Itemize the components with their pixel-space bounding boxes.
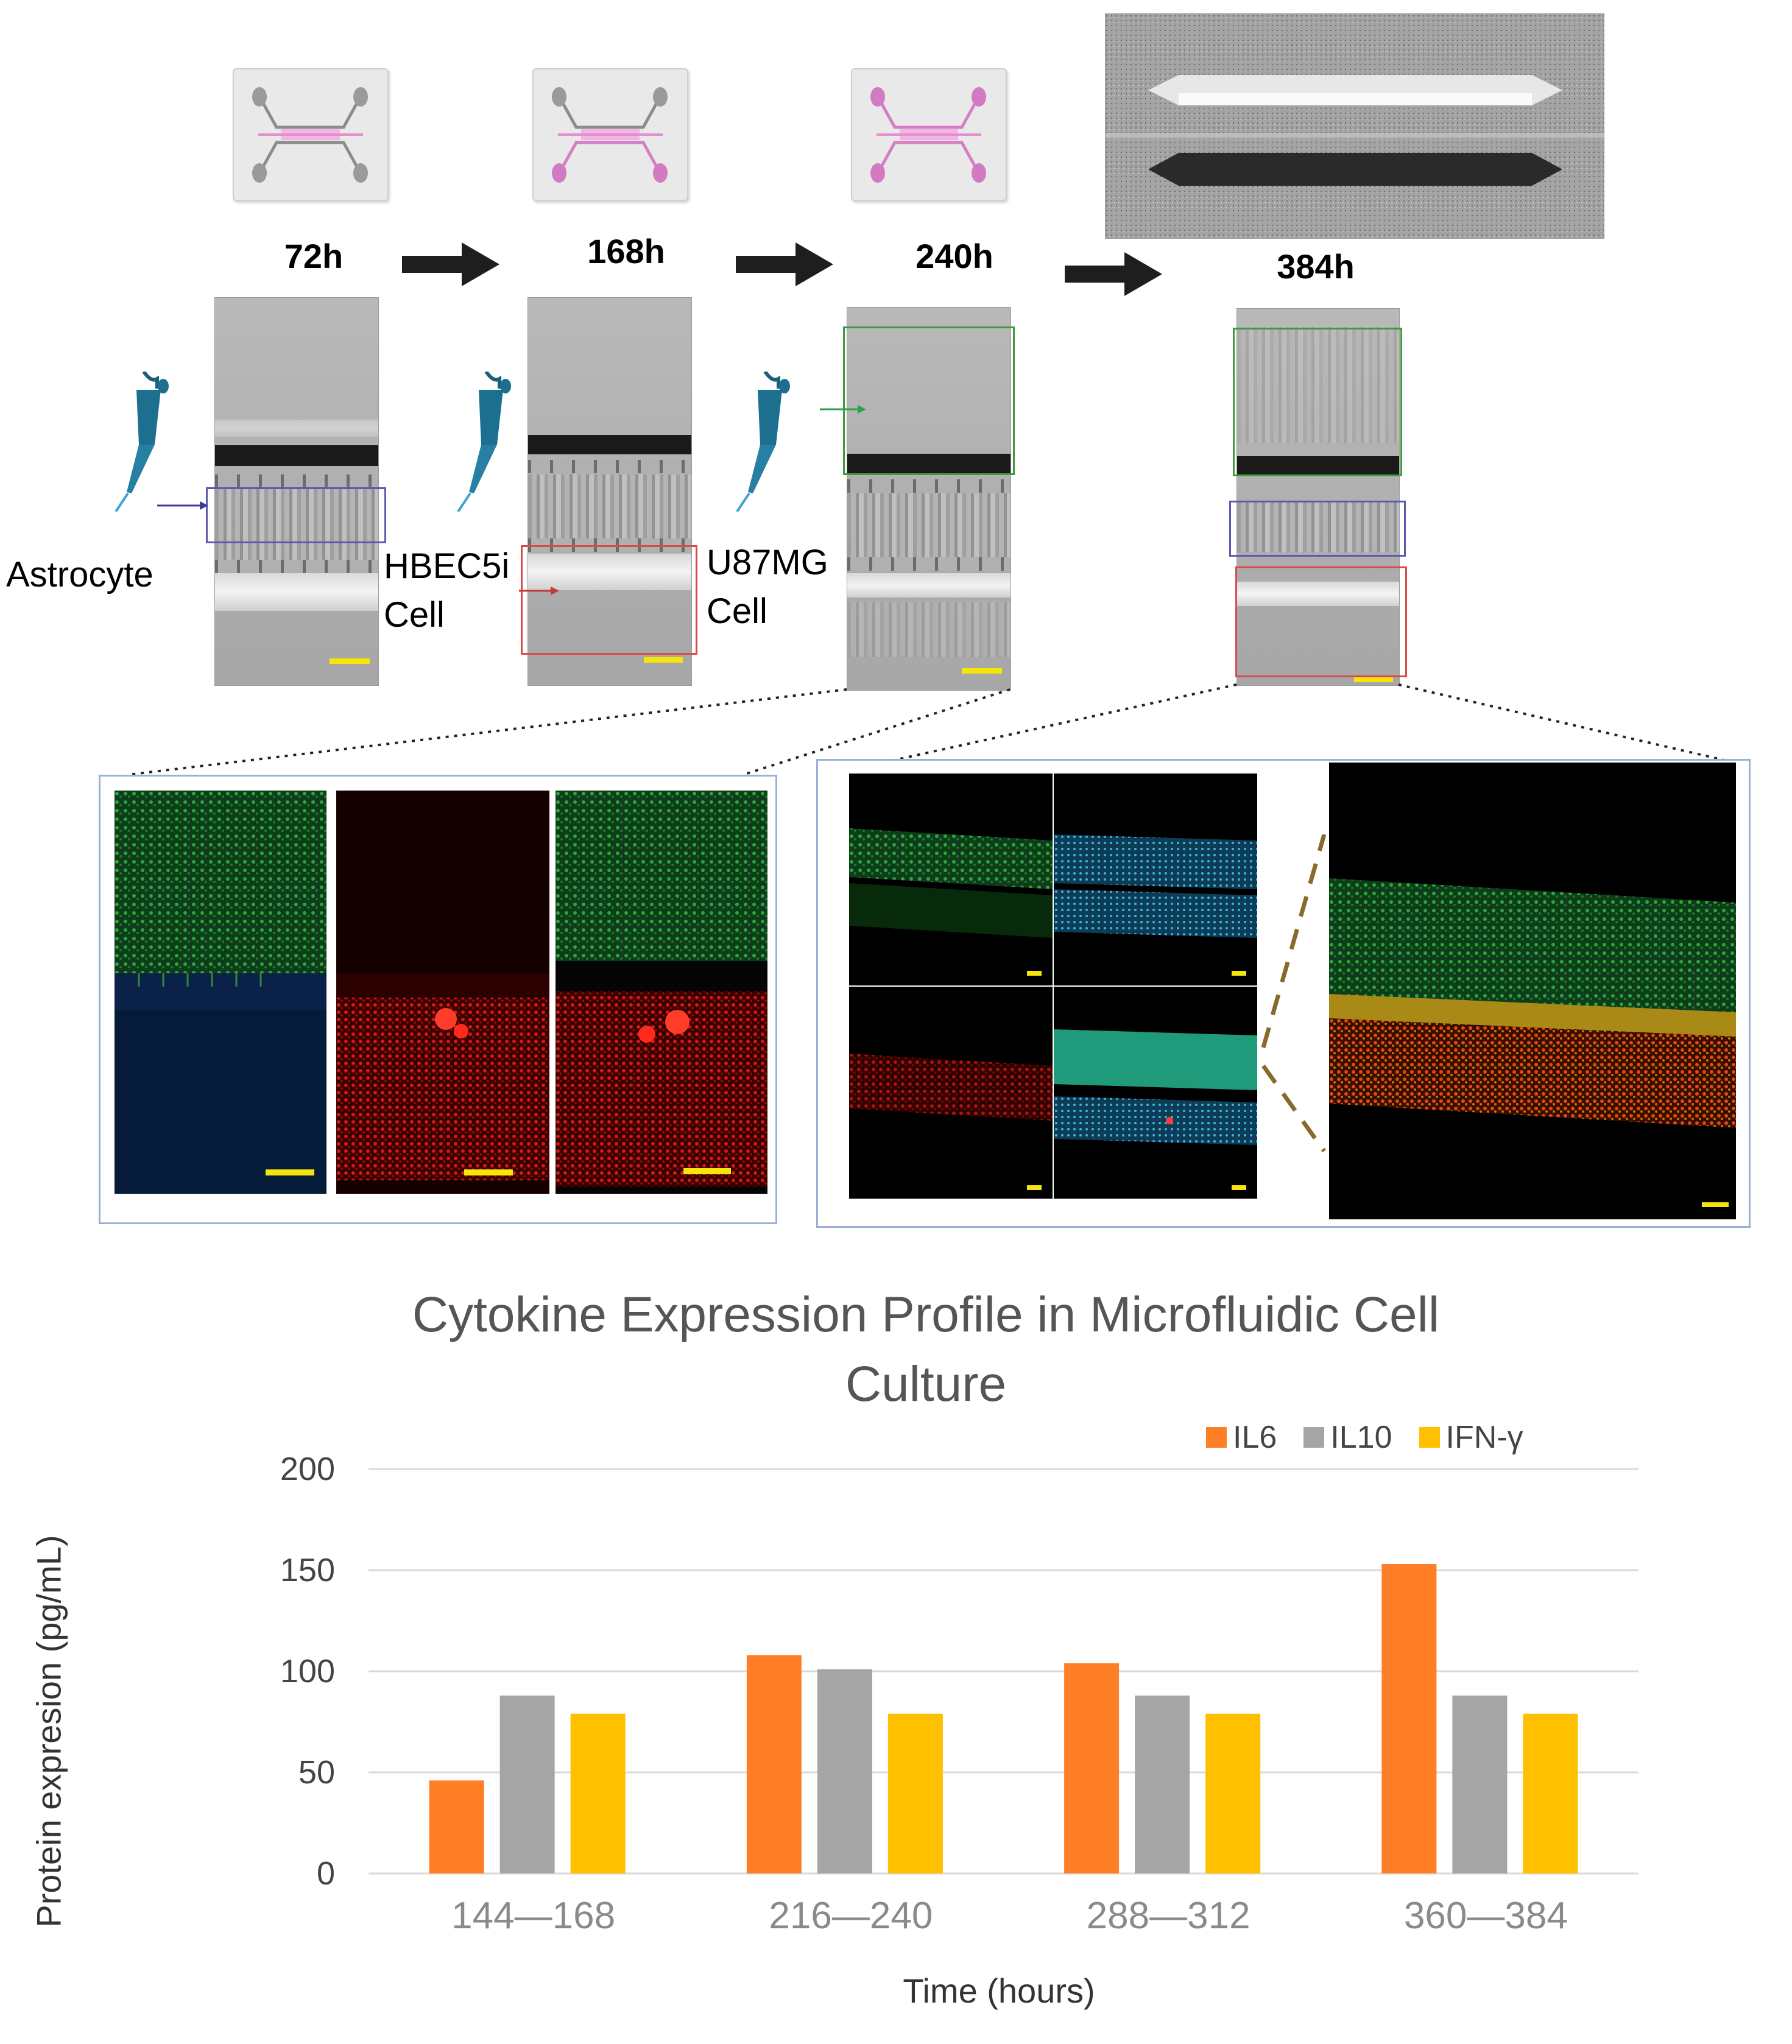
legend-swatch-il6: [1206, 1427, 1227, 1448]
y-tick-label: 0: [317, 1855, 335, 1892]
bar-ifn-0: [570, 1713, 626, 1873]
fluorescence-red-channel: [336, 791, 549, 1194]
arrow-icon: [820, 405, 866, 414]
brightfield-72h: [214, 297, 379, 686]
fluorescence-merged-channel-384h: [1054, 987, 1257, 1199]
bar-il10-0: [499, 1695, 555, 1873]
roi-hbec-384h: [1235, 566, 1407, 677]
u87-label-line2: Cell: [707, 591, 767, 631]
chip-icon-240h: [851, 68, 1007, 201]
legend-item-il10: IL10: [1303, 1419, 1392, 1456]
legend-item-ifn: IFN-γ: [1419, 1419, 1523, 1456]
brightfield-240h: [847, 307, 1011, 691]
x-axis-title: Time (hours): [903, 1972, 1095, 2010]
x-tick-label: 288—312: [1087, 1895, 1251, 1937]
arrow-icon: [736, 242, 833, 286]
fluorescence-cyan-channel-384h: [1054, 774, 1257, 985]
legend-label-il6: IL6: [1233, 1420, 1277, 1455]
chart-title-line1: Cytokine Expression Profile in Microflui…: [412, 1287, 1440, 1342]
fluorescence-red-channel-384h: [849, 987, 1053, 1199]
bar-il10-1: [817, 1669, 872, 1873]
timepoint-label-240h: 240h: [915, 237, 993, 275]
legend-label-ifn: IFN-γ: [1445, 1420, 1523, 1455]
roi-astrocyte-384h: [1229, 501, 1406, 557]
y-tick-label: 150: [280, 1552, 335, 1588]
u87-label-line1: U87MG: [707, 543, 828, 582]
x-tick-label: 360—384: [1404, 1895, 1568, 1937]
arrow-icon: [1065, 252, 1162, 296]
bar-il10-3: [1452, 1695, 1508, 1873]
timepoint-label-168h: 168h: [587, 232, 665, 270]
chart-title-line2: Culture: [845, 1356, 1007, 1412]
zoom-lines: [127, 683, 1735, 776]
roi-u87-384h: [1233, 328, 1402, 476]
arrow-icon: [157, 501, 208, 510]
x-tick-label: 144—168: [451, 1895, 615, 1937]
arrow-icon: [519, 587, 559, 595]
roi-u87-240h: [843, 326, 1015, 475]
timepoint-label-72h: 72h: [284, 237, 344, 275]
brightfield-384h: [1236, 308, 1400, 686]
legend-label-il10: IL10: [1330, 1420, 1392, 1455]
pipette-icon: [736, 372, 790, 512]
bar-il6-0: [429, 1780, 484, 1873]
bar-il6-3: [1381, 1564, 1437, 1873]
fluorescence-merged: [556, 791, 767, 1194]
chart-legend: IL6 IL10 IFN-γ: [1206, 1418, 1572, 1457]
pipette-icon: [457, 372, 511, 512]
hbec-label-line1: HBEC5i: [384, 546, 510, 586]
fluorescence-green-channel: [115, 791, 326, 1194]
roi-hbec-168h: [521, 545, 697, 655]
bar-ifn-3: [1523, 1713, 1578, 1873]
legend-swatch-ifn: [1419, 1427, 1440, 1448]
roi-astrocyte-72h: [206, 487, 386, 543]
fluorescence-green-channel-384h: [849, 774, 1053, 985]
chip-icon-168h: [532, 68, 688, 201]
arrow-icon: [402, 242, 499, 286]
device-overview-micrograph: [1105, 13, 1604, 239]
hbec-label-line2: Cell: [384, 595, 445, 635]
pipette-icon: [115, 372, 169, 512]
zoom-connector-lines: [1261, 834, 1327, 1153]
chip-icon-72h: [233, 68, 389, 201]
bar-il10-2: [1135, 1695, 1190, 1873]
bar-il6-1: [746, 1655, 802, 1873]
fluorescence-zoomed-merge: [1329, 763, 1736, 1219]
y-tick-label: 200: [280, 1451, 335, 1487]
bar-ifn-2: [1205, 1713, 1261, 1873]
bar-ifn-1: [887, 1713, 943, 1873]
legend-item-il6: IL6: [1206, 1419, 1277, 1456]
y-tick-label: 100: [280, 1653, 335, 1690]
legend-swatch-il10: [1303, 1427, 1325, 1448]
timepoint-label-384h: 384h: [1277, 247, 1355, 286]
x-tick-label: 216—240: [769, 1895, 933, 1937]
astrocyte-label: Astrocyte: [6, 555, 153, 594]
y-tick-label: 50: [298, 1754, 335, 1791]
bar-il6-2: [1064, 1663, 1120, 1873]
brightfield-168h: [527, 297, 692, 686]
